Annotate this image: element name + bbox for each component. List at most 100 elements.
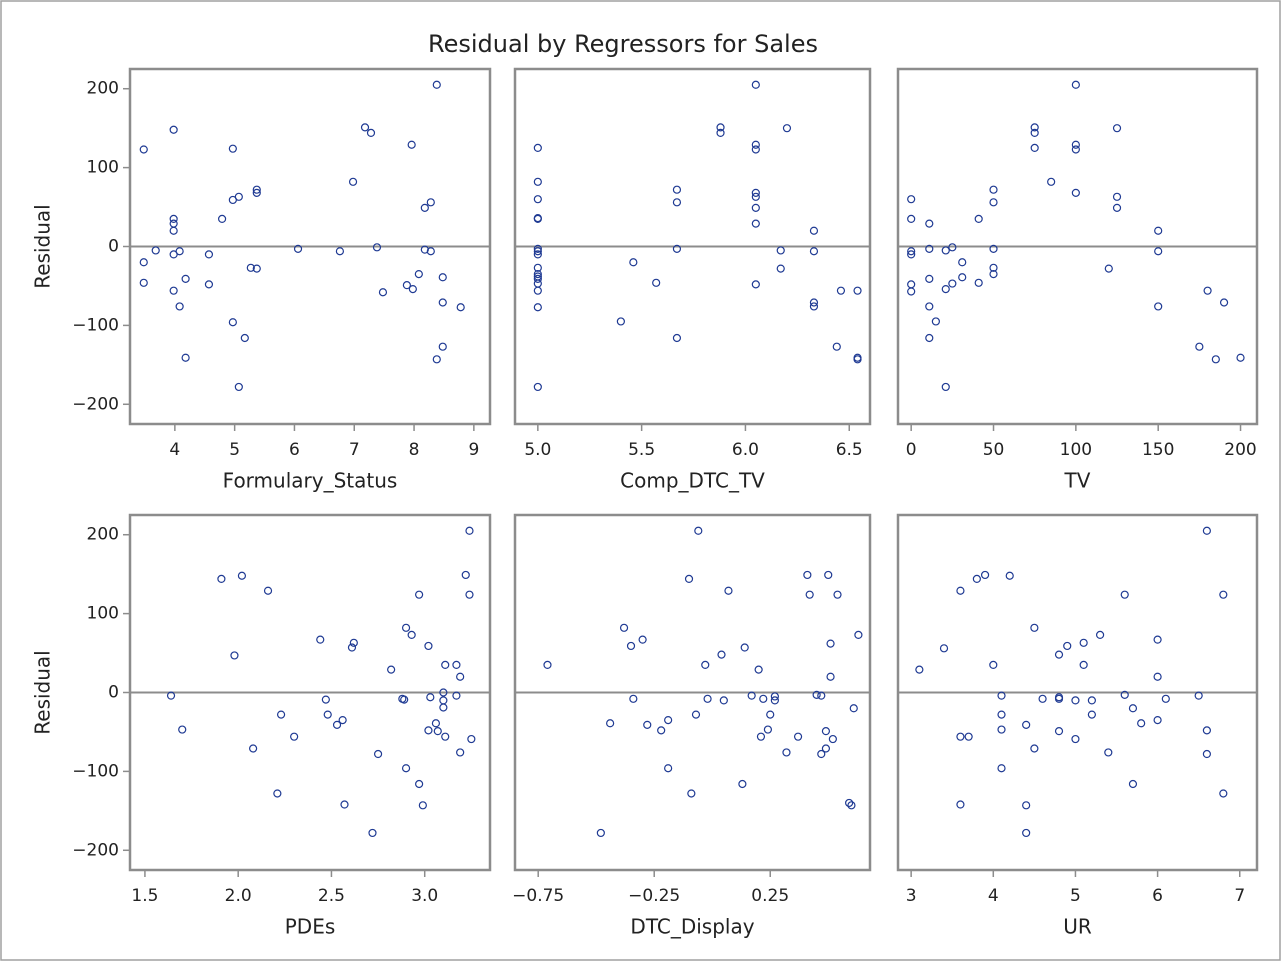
point (456, 748, 465, 757)
point (941, 285, 950, 294)
x-tick-label: 4 (169, 440, 180, 460)
x-tick-label: 8 (409, 440, 420, 460)
point (467, 734, 476, 744)
point (1022, 801, 1031, 810)
plot-frame (128, 67, 492, 426)
chart-title: Residual by Regressors for Sales (428, 30, 818, 58)
point (415, 590, 424, 599)
point (366, 128, 376, 137)
x-tick-label: 0 (906, 440, 917, 460)
point (832, 342, 841, 351)
x-tick-label: 50 (983, 440, 1005, 460)
plot-frame (513, 513, 872, 872)
point (907, 247, 916, 256)
point (974, 214, 983, 223)
point (809, 298, 819, 307)
point (456, 672, 465, 681)
point (847, 801, 856, 810)
point (387, 665, 396, 674)
point (1030, 143, 1039, 152)
point (347, 643, 357, 652)
point (408, 285, 417, 294)
point (1120, 590, 1129, 599)
point (169, 226, 178, 235)
point (821, 727, 831, 736)
x-tick-label: 0.25 (751, 886, 789, 906)
point (276, 710, 286, 719)
point (626, 641, 636, 651)
point (240, 333, 249, 343)
point (432, 80, 441, 89)
point (997, 764, 1006, 773)
x-tick-label: −0.25 (628, 886, 680, 906)
y-tick-label: 200 (87, 525, 119, 545)
point (1202, 749, 1211, 759)
y-tick-label: 100 (87, 158, 119, 178)
point (139, 258, 148, 267)
point (989, 244, 998, 253)
point (533, 250, 542, 259)
point (316, 635, 325, 644)
point (849, 704, 858, 713)
point (763, 725, 773, 734)
point (1071, 80, 1080, 89)
point (824, 570, 833, 580)
point (629, 694, 638, 703)
point (657, 726, 666, 735)
point (756, 732, 766, 741)
point (652, 278, 661, 287)
y-tick-label: −200 (72, 840, 119, 860)
point (925, 244, 934, 253)
point (456, 303, 465, 312)
point (664, 764, 673, 773)
point (997, 710, 1006, 719)
x-axis-label: PDEs (285, 915, 336, 939)
point (178, 725, 187, 734)
y-axis-label: Residual (31, 650, 55, 734)
point (1054, 650, 1064, 659)
point (782, 124, 792, 133)
point (424, 726, 433, 735)
point (234, 192, 243, 201)
point (948, 243, 957, 252)
point (751, 188, 760, 197)
point (349, 638, 358, 647)
x-tick-label: 5 (229, 440, 240, 460)
point (249, 744, 258, 753)
point (812, 690, 821, 699)
point (533, 274, 542, 283)
point (426, 693, 435, 702)
point (958, 273, 967, 282)
y-tick-label: −100 (72, 761, 119, 781)
point (166, 691, 176, 700)
point (338, 716, 347, 725)
point (925, 219, 934, 228)
point (1063, 641, 1072, 651)
point (672, 333, 682, 343)
x-tick-label: 5.5 (628, 440, 655, 460)
point (533, 303, 542, 312)
point (1219, 789, 1228, 798)
point (439, 703, 448, 712)
point (439, 688, 448, 697)
point (989, 263, 998, 272)
point (1128, 704, 1138, 713)
point (596, 828, 605, 838)
x-tick-label: 100 (1060, 440, 1092, 460)
point (424, 641, 433, 651)
point (629, 258, 638, 267)
point (616, 317, 625, 326)
point (415, 779, 424, 789)
point (181, 274, 190, 283)
point (169, 125, 178, 134)
point (533, 244, 542, 253)
point (1054, 693, 1064, 702)
point (402, 281, 411, 290)
point (169, 286, 178, 295)
point (809, 247, 819, 256)
point (426, 198, 435, 207)
point (431, 719, 441, 728)
plot-frame (128, 513, 492, 872)
point (293, 244, 303, 253)
point (776, 264, 785, 273)
